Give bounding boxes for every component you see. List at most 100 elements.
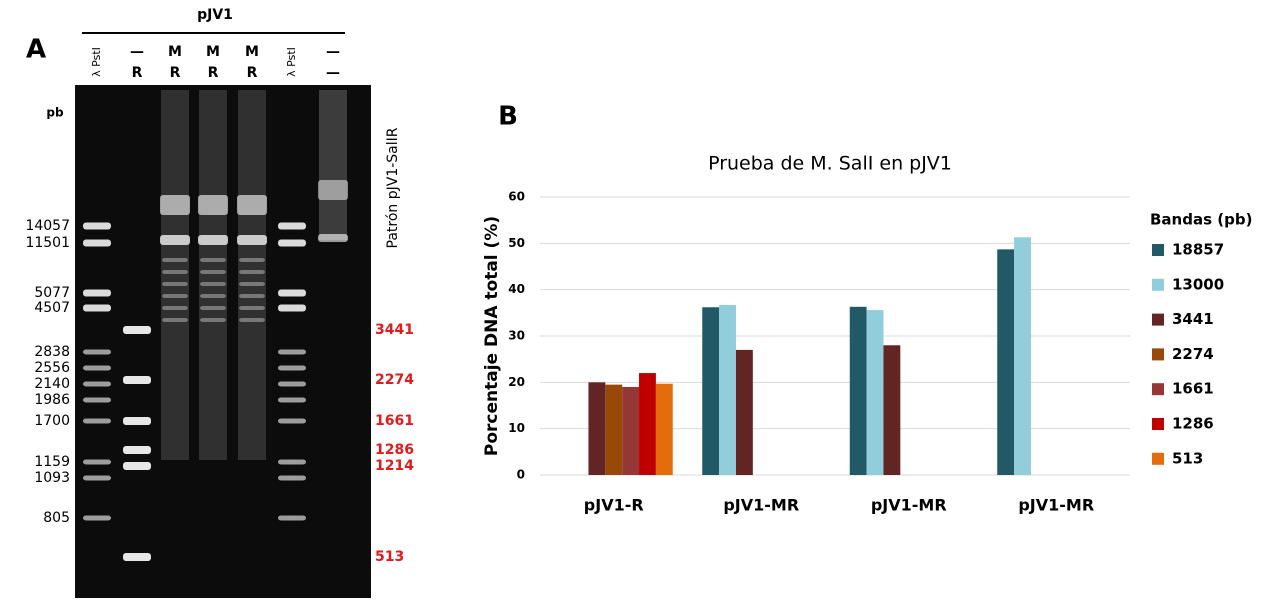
gel-band [83, 305, 111, 312]
y-tick-label: 30 [508, 329, 525, 343]
legend-label: 1661 [1172, 380, 1214, 398]
gel-smear [161, 90, 189, 460]
gel-band [278, 240, 306, 247]
gel-band [198, 195, 228, 215]
gel-band [123, 326, 151, 334]
bar [736, 350, 753, 475]
pattern-size: 3441 [375, 322, 414, 338]
legend-swatch [1152, 279, 1164, 291]
gel-smear [199, 90, 227, 460]
gel-band [239, 306, 265, 310]
legend-swatch [1152, 383, 1164, 395]
pattern-size: 2274 [375, 372, 414, 388]
bar [639, 373, 656, 475]
gel-band [200, 282, 226, 286]
marker-size: 1700 [34, 413, 70, 429]
x-tick-label: pJV1-MR [723, 496, 799, 515]
gel-smear [238, 90, 266, 460]
legend-label: 13000 [1172, 275, 1224, 293]
gel-band [278, 460, 306, 465]
gel-band [278, 305, 306, 312]
gel-band [162, 294, 188, 298]
gel-band [83, 398, 111, 403]
marker-size: 2838 [34, 344, 70, 360]
gel-band [200, 258, 226, 262]
y-tick-label: 50 [508, 236, 525, 250]
gel-band [278, 350, 306, 355]
bar [850, 307, 867, 475]
gel-band [123, 417, 151, 425]
bar [605, 385, 622, 475]
legend-label: 513 [1172, 449, 1203, 467]
chart-title: Prueba de M. SalI en pJV1 [708, 153, 952, 175]
pattern-size: 1286 [375, 442, 414, 458]
bar [588, 382, 605, 475]
gel-band [162, 306, 188, 310]
gel-band [278, 290, 306, 297]
bar [883, 345, 900, 475]
gel-band [278, 516, 306, 521]
marker-size: 2556 [34, 360, 70, 376]
lane-label: R [208, 65, 219, 81]
lane-label: R [170, 65, 181, 81]
gel-band [198, 235, 228, 245]
gel-band [83, 350, 111, 355]
marker-size: 805 [43, 510, 70, 526]
gel-smear [319, 90, 347, 240]
bar [656, 384, 673, 475]
figure: pJV1 A pb Patrón pJV1-SalIR B Prueba de … [0, 0, 1268, 598]
marker-size: 4507 [34, 300, 70, 316]
bar [719, 305, 736, 475]
y-tick-label: 40 [508, 282, 525, 296]
construct-label: pJV1 [197, 7, 233, 23]
legend-label: 3441 [1172, 310, 1214, 328]
gel-band [239, 294, 265, 298]
gel-band [200, 306, 226, 310]
panel-label: B [498, 102, 518, 132]
x-tick-label: pJV1-MR [871, 496, 947, 515]
gel-band [83, 382, 111, 387]
gel-band [83, 419, 111, 424]
gel-band [123, 553, 151, 561]
marker-size: 1159 [34, 454, 70, 470]
marker-size: 14057 [25, 218, 70, 234]
lane-label: — [326, 65, 340, 81]
gel-band [162, 318, 188, 322]
pattern-title: Patrón pJV1-SalIR [385, 127, 401, 248]
y-tick-label: 10 [508, 421, 525, 435]
pattern-size: 513 [375, 549, 404, 565]
gel-band [237, 195, 267, 215]
lane-label: R [247, 65, 258, 81]
gel-band [123, 446, 151, 454]
y-tick-label: 20 [508, 375, 525, 389]
bar [997, 249, 1014, 475]
gel-band [278, 398, 306, 403]
pattern-size: 1661 [375, 413, 414, 429]
gel-band [239, 318, 265, 322]
gel-band [239, 270, 265, 274]
legend-label: 1286 [1172, 415, 1214, 433]
lane-label: M [168, 44, 182, 60]
gel-band [239, 282, 265, 286]
panel-label: A [26, 35, 46, 65]
lane-label: M [245, 44, 259, 60]
bar [867, 310, 884, 475]
unit-label: pb [46, 106, 64, 120]
marker-size: 2140 [34, 376, 70, 392]
lane-label: λ PstI [285, 47, 298, 77]
legend-title: Bandas (pb) [1150, 211, 1252, 229]
marker-size: 5077 [34, 285, 70, 301]
lane-label: λ PstI [90, 47, 103, 77]
gel-band [83, 290, 111, 297]
gel-band [160, 195, 190, 215]
legend-swatch [1152, 348, 1164, 360]
marker-size: 1986 [34, 392, 70, 408]
marker-size: 11501 [25, 235, 70, 251]
gel-band [200, 294, 226, 298]
lane-label: M [206, 44, 220, 60]
lane-label: — [326, 44, 340, 60]
gel-band [83, 240, 111, 247]
gel-band [237, 235, 267, 245]
pattern-size: 1214 [375, 458, 414, 474]
y-tick-label: 0 [517, 468, 525, 482]
